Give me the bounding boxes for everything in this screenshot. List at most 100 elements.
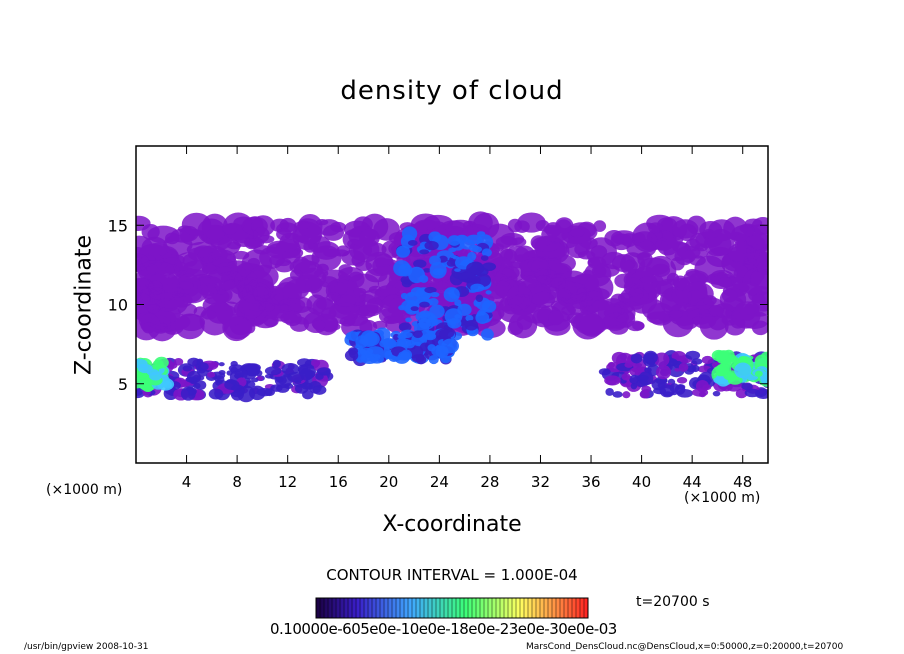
cloud-cell [447, 318, 462, 329]
x-tick-label: 44 [683, 473, 702, 491]
cloud-cell [410, 286, 425, 297]
cloud-cell [474, 273, 491, 287]
cloud-cell [292, 256, 310, 274]
cloud-cell [154, 356, 169, 369]
cloud-cell [512, 237, 527, 247]
cloud-cell [735, 388, 748, 399]
cloud-cell [676, 376, 688, 384]
cloud-cell [398, 322, 412, 332]
cloud-cell [676, 245, 701, 259]
cloud-cell [565, 235, 590, 259]
cloud-cell [454, 314, 462, 319]
x-tick-label: 48 [733, 473, 752, 491]
cloud-cell [466, 262, 484, 275]
cloud-cell [232, 250, 250, 260]
cloud-cell [648, 222, 664, 234]
cloud-cell [359, 347, 374, 355]
cloud-cell [423, 268, 431, 273]
x-tick-label: 20 [379, 473, 398, 491]
cloud-cell [622, 391, 631, 399]
cloud-cell [193, 382, 201, 389]
cloud-cell [313, 241, 340, 260]
cloud-cell [601, 251, 627, 270]
cloud-cell [148, 280, 163, 292]
cloud-cell [428, 231, 442, 243]
cloud-cell [300, 367, 313, 381]
cloud-cell [531, 236, 561, 252]
contour-interval: CONTOUR INTERVAL = 1.000E-04 [326, 566, 578, 584]
cloud-cell [214, 375, 225, 383]
cloud-cell [264, 366, 282, 376]
cloud-cell [624, 361, 634, 368]
cloud-cell [136, 389, 143, 396]
cloud-cell [734, 362, 752, 379]
cloud-cell [326, 292, 341, 302]
cloud-cell [517, 212, 546, 233]
cloud-cell [475, 294, 484, 302]
cloud-cell [579, 313, 605, 337]
cloud-cell [629, 374, 639, 385]
cloud-cell [429, 255, 441, 266]
cloud-cell [330, 221, 346, 233]
y-axis-label: Z-coordinate [71, 235, 97, 375]
footer-right: MarsCond_DensCloud.nc@DensCloud,x=0:5000… [526, 642, 844, 652]
y-tick-label: 10 [108, 296, 128, 315]
cloud-cell [681, 281, 714, 307]
cloud-cell [418, 318, 432, 330]
cloud-cell [617, 292, 633, 303]
cloud-cell [701, 355, 714, 365]
cloud-cell [393, 260, 411, 277]
y-tick-label: 15 [108, 216, 128, 235]
cloud-cell [751, 217, 768, 235]
cloud-cell [377, 271, 403, 295]
cloud-cell [405, 317, 412, 323]
cloud-cell [293, 221, 310, 230]
cloud-cell [631, 231, 658, 248]
cloud-cell [668, 310, 683, 319]
cloud-cell [181, 212, 212, 236]
cloud-cell [359, 319, 378, 334]
time-label: t=20700 s [636, 594, 710, 610]
cloud-cell [481, 328, 494, 341]
cloud-cell [264, 373, 274, 379]
cloud-cell [507, 295, 524, 306]
cloud-cell [614, 273, 633, 289]
cloud-cell [312, 385, 327, 395]
cloud-cell [209, 361, 219, 368]
cloud-cell [428, 354, 439, 365]
cloud-cell [278, 298, 306, 312]
cloud-cell [366, 297, 384, 314]
cloud-cell [316, 367, 331, 376]
cloud-cell [452, 256, 460, 260]
cloud-cell [448, 247, 457, 253]
cloud-cell [424, 240, 439, 251]
cloud-cell [481, 248, 492, 257]
cloud-cell [408, 266, 426, 284]
cloud-cell [721, 288, 738, 303]
cloud-cell [164, 232, 180, 245]
cloud-cell [279, 233, 300, 253]
cloud-cell [427, 344, 436, 352]
cloud-density-field [136, 211, 768, 403]
chart-title: density of cloud [340, 76, 564, 106]
cloud-cell [630, 382, 638, 390]
cloud-cell [480, 255, 489, 261]
cloud-cell [558, 276, 587, 305]
x-tick-label: 16 [329, 473, 348, 491]
cloud-cell [363, 332, 380, 347]
cloud-cell [419, 301, 430, 308]
cloud-cell [454, 268, 461, 272]
cloud-cell [196, 375, 205, 381]
x-tick-label: 8 [232, 473, 242, 491]
cloud-cell [218, 362, 225, 367]
cloud-cell [632, 321, 645, 331]
cloud-cell [258, 234, 275, 244]
cloud-cell [548, 310, 564, 326]
cloud-cell [207, 371, 216, 378]
cloud-cell [373, 354, 381, 359]
cloud-cell [400, 292, 408, 300]
cloud-cell [655, 365, 672, 380]
cloud-cell [735, 301, 760, 315]
cloud-cell [598, 368, 611, 376]
